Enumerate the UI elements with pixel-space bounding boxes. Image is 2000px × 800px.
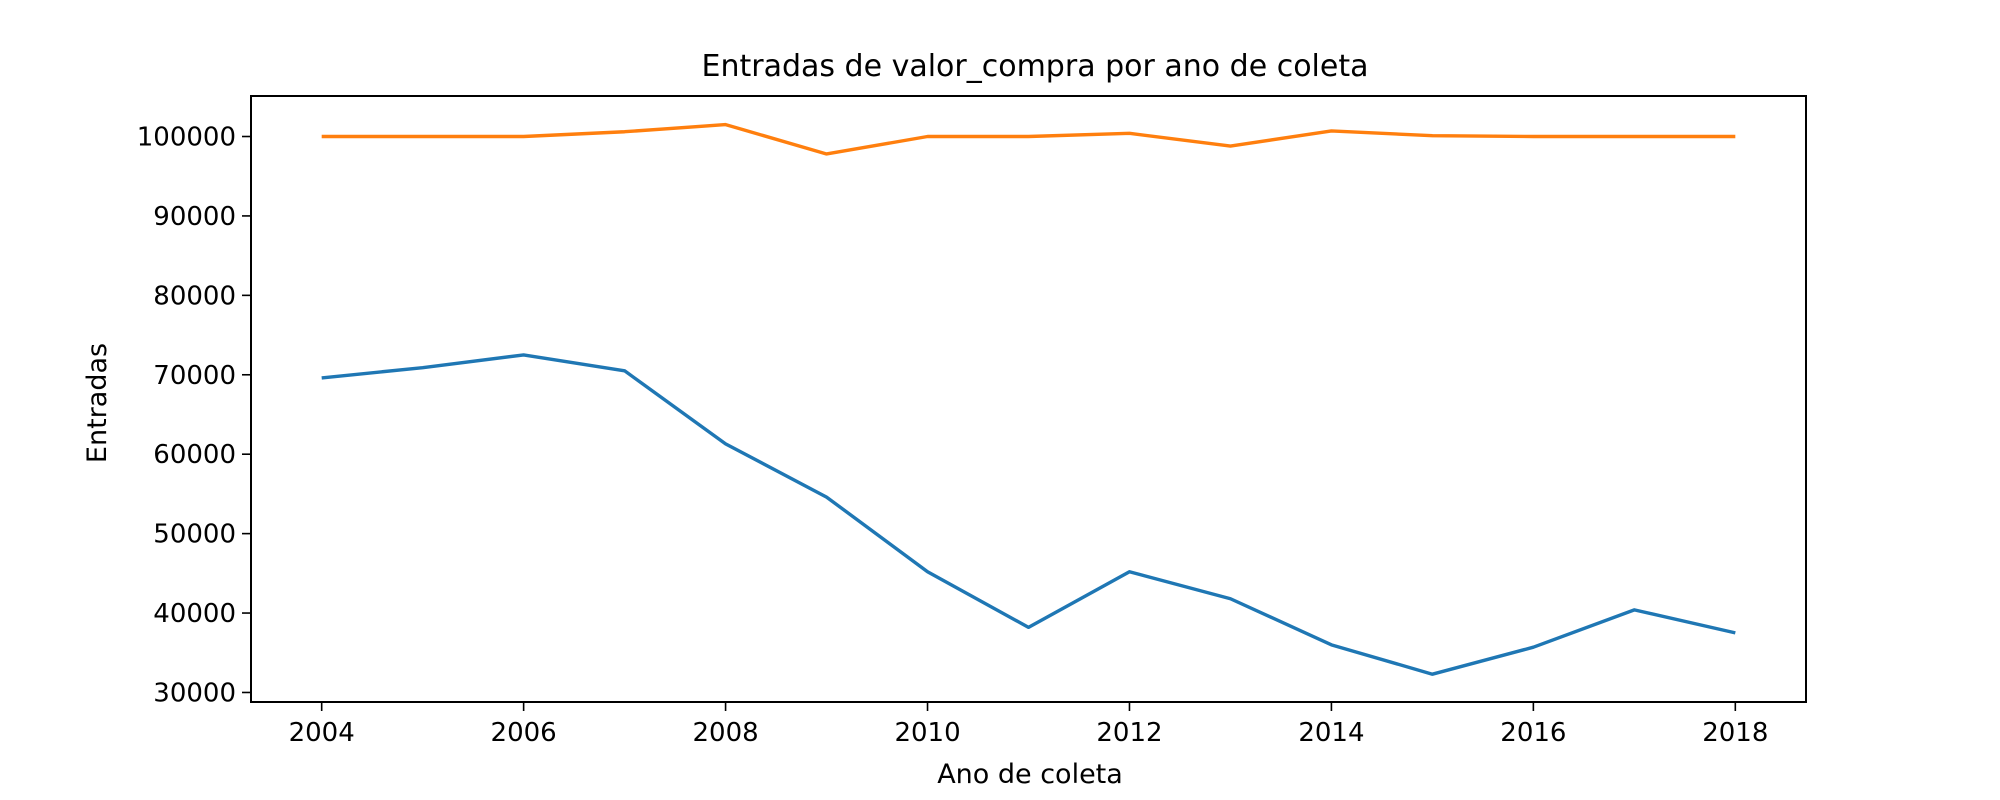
x-tick-label-2006: 2006 bbox=[491, 718, 557, 748]
series-layer bbox=[321, 122, 1736, 676]
y-tick-label-100000: 100000 bbox=[137, 123, 236, 153]
x-tick-label-2018: 2018 bbox=[1702, 718, 1768, 748]
x-axis-label: Ano de coleta bbox=[937, 759, 1123, 790]
plot-area bbox=[250, 95, 1807, 703]
x-axis-ticks: 2004 2006 2008 2010 2012 2014 2016 2018 bbox=[289, 702, 1768, 748]
y-axis-ticks: 30000 40000 50000 60000 70000 80000 90000 10000… bbox=[137, 123, 251, 708]
line-series-1 bbox=[321, 353, 1736, 676]
plot-frame bbox=[250, 95, 1807, 703]
plot-background bbox=[251, 96, 1806, 702]
y-axis-label: Entradas bbox=[82, 343, 113, 463]
x-tick-label-2012: 2012 bbox=[1096, 718, 1162, 748]
x-tick-label-2010: 2010 bbox=[894, 718, 960, 748]
y-tick-label-80000: 80000 bbox=[153, 281, 236, 311]
y-tick-label-70000: 70000 bbox=[153, 361, 236, 391]
y-tick-label-30000: 30000 bbox=[153, 678, 236, 708]
x-tick-label-2014: 2014 bbox=[1298, 718, 1364, 748]
chart-title: Entradas de valor_compra por ano de cole… bbox=[702, 49, 1369, 84]
y-tick-label-50000: 50000 bbox=[153, 520, 236, 550]
y-tick-label-40000: 40000 bbox=[153, 599, 236, 629]
line-series-2 bbox=[321, 122, 1736, 156]
y-tick-label-60000: 60000 bbox=[153, 440, 236, 470]
y-tick-label-90000: 90000 bbox=[153, 202, 236, 232]
x-tick-label-2016: 2016 bbox=[1500, 718, 1566, 748]
x-tick-label-2008: 2008 bbox=[692, 718, 758, 748]
x-tick-label-2004: 2004 bbox=[289, 718, 355, 748]
